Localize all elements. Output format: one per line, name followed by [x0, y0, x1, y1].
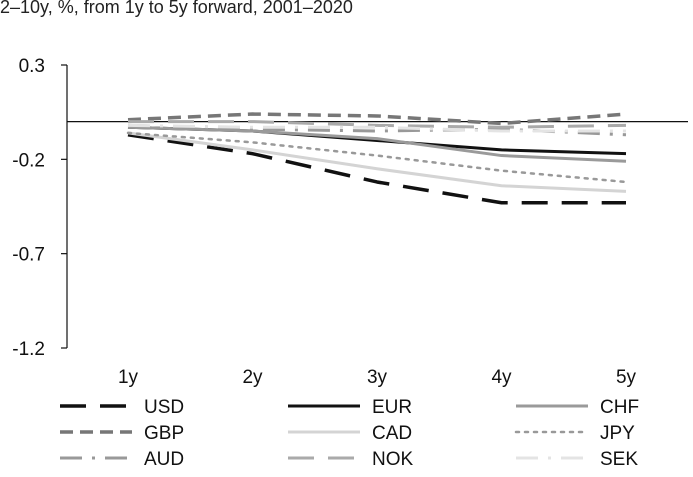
chart-subtitle: 2–10y, %, from 1y to 5y forward, 2001–20…: [0, 0, 353, 17]
legend-label-jpy: JPY: [600, 423, 635, 444]
series-line-usd: [127, 133, 626, 205]
series-line-gbp: [127, 112, 627, 126]
legend-label-aud: AUD: [144, 449, 184, 470]
legend-label-nok: NOK: [372, 449, 414, 470]
y-tick-label: 0.3: [19, 56, 45, 77]
series-line-jpy: [126, 131, 628, 184]
series-line-sek: [127, 123, 626, 133]
legend-label-gbp: GBP: [144, 423, 184, 444]
x-tick-label: 5y: [616, 367, 637, 388]
x-tick-label: 3y: [367, 367, 388, 388]
series-line-cad: [127, 131, 627, 193]
axes: 0.3 -0.2 -0.7 -1.2 1y 2y 3y 4y 5y: [12, 56, 688, 388]
x-tick-label: 4y: [491, 367, 512, 388]
y-tick-label: -1.2: [12, 339, 45, 360]
series-line-chf: [127, 125, 627, 163]
legend-label-eur: EUR: [372, 397, 412, 418]
legend-label-cad: CAD: [372, 423, 412, 444]
legend: USD EUR CHF GBP CAD JPY AUD NOK SEK: [60, 397, 639, 470]
x-tick-label: 1y: [118, 367, 139, 388]
y-tick-label: -0.2: [12, 150, 45, 171]
legend-label-sek: SEK: [600, 449, 638, 470]
x-tick-label: 2y: [242, 367, 263, 388]
series-layer: [126, 112, 628, 205]
legend-label-chf: CHF: [600, 397, 639, 418]
legend-label-usd: USD: [144, 397, 184, 418]
y-tick-label: -0.7: [12, 245, 45, 266]
series-line-nok: [128, 120, 627, 129]
